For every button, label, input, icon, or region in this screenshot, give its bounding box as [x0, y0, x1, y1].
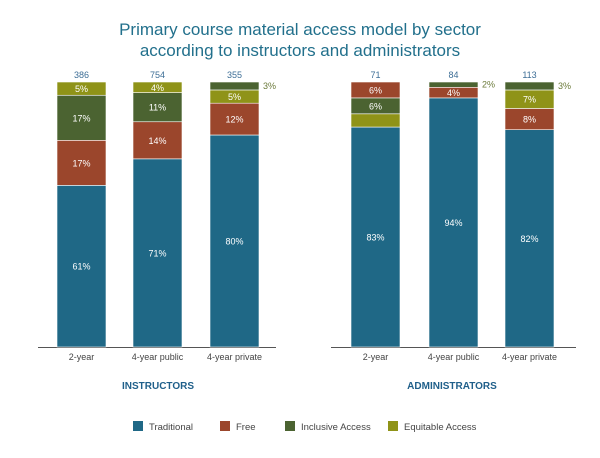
data-label: 11% [149, 103, 166, 113]
data-label: 2% [482, 80, 495, 90]
data-label: 82% [520, 234, 538, 244]
data-label: 71% [148, 248, 166, 258]
chart-title-line-2: according to instructors and administrat… [140, 41, 460, 60]
data-label: 4% [151, 83, 164, 93]
chart-title-line-1: Primary course material access model by … [119, 20, 481, 39]
bar-segment [132, 81, 183, 93]
group-label: ADMINISTRATORS [407, 381, 497, 392]
bar-segment [504, 129, 555, 348]
category-label: 4-year private [207, 352, 262, 362]
bar-segment [132, 92, 183, 123]
data-label: 14% [148, 136, 166, 146]
legend-swatch [220, 421, 230, 431]
data-label: 5% [75, 84, 88, 94]
bar-segment [132, 121, 183, 160]
data-label: 3% [558, 81, 571, 91]
bar-segment [428, 97, 479, 348]
data-label: 6% [369, 101, 382, 111]
n-label: 84 [448, 70, 458, 80]
data-label: 5% [228, 92, 241, 102]
data-label: 8% [523, 115, 536, 125]
bar-segment [209, 134, 260, 348]
category-label: 4-year private [502, 352, 557, 362]
category-label: 2-year [69, 352, 95, 362]
data-label: 94% [444, 218, 462, 228]
bar-segment [350, 126, 401, 348]
bar-segment [209, 81, 260, 91]
data-label: 12% [225, 115, 243, 125]
category-label: 4-year public [428, 352, 480, 362]
n-label: 113 [522, 70, 536, 80]
data-label: 80% [225, 237, 243, 247]
category-label: 2-year [363, 352, 389, 362]
n-label: 71 [370, 70, 380, 80]
legend-swatch [133, 421, 143, 431]
n-label: 355 [227, 70, 242, 80]
legend-label: Equitable Access [404, 422, 477, 433]
group-label: INSTRUCTORS [122, 381, 194, 392]
data-label: 7% [523, 95, 536, 105]
legend-swatch [285, 421, 295, 431]
category-label: 4-year public [132, 352, 184, 362]
data-label: 3% [263, 81, 276, 91]
legend: Traditional Free Inclusive Access Equitable… [133, 421, 477, 433]
legend-label: Traditional [149, 422, 193, 433]
bar-segment [56, 185, 107, 348]
n-label: 754 [150, 70, 165, 80]
data-label: 83% [366, 233, 384, 243]
data-label: 4% [447, 88, 460, 98]
bar-segment [132, 158, 183, 348]
bar-segment [209, 102, 260, 136]
n-label: 386 [74, 70, 89, 80]
data-label: 17% [72, 113, 90, 123]
data-label: 6% [369, 85, 382, 95]
legend-label: Free [236, 422, 256, 433]
bar-segment [504, 81, 555, 91]
legend-label: Inclusive Access [301, 422, 371, 433]
legend-swatch [388, 421, 398, 431]
bar-segment [56, 140, 107, 186]
bar-segment [428, 81, 479, 88]
data-label: 61% [72, 262, 90, 272]
bar-segment [350, 113, 401, 128]
bar-segment [350, 81, 401, 99]
data-label: 17% [72, 158, 90, 168]
bar-segment [56, 81, 107, 96]
